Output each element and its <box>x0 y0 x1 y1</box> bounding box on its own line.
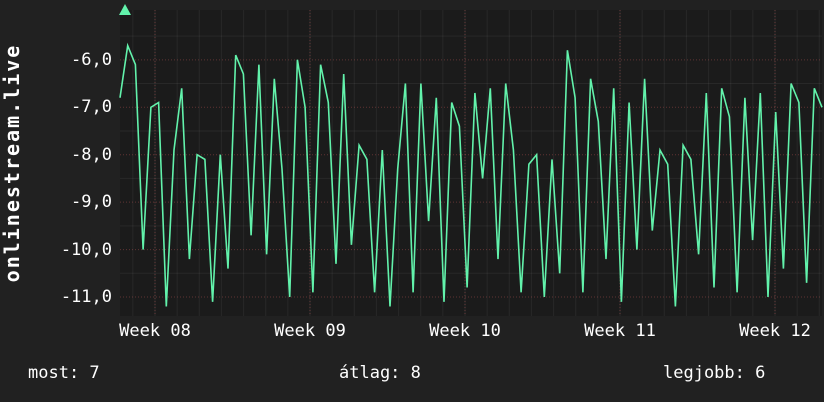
y-tick-label: -9,0 <box>71 192 112 213</box>
y-axis-labels: -6,0 -7,0 -8,0 -9,0 -10,0 -11,0 <box>24 0 112 402</box>
y-tick-label: -6,0 <box>71 49 112 70</box>
stat-most: most: 7 <box>28 363 100 383</box>
y-axis-arrow-icon <box>119 4 131 15</box>
y-tick-label: -7,0 <box>71 97 112 118</box>
y-tick-label: -11,0 <box>60 287 112 308</box>
x-tick-label: Week 08 <box>119 321 191 341</box>
stat-legjobb: legjobb: 6 <box>663 363 766 383</box>
y-tick-label: -8,0 <box>71 144 112 165</box>
stat-atlag: átlag: 8 <box>339 363 421 383</box>
x-tick-label: Week 10 <box>429 321 501 341</box>
plot-area <box>120 10 822 316</box>
x-tick-label: Week 09 <box>274 321 346 341</box>
x-tick-label: Week 12 <box>739 321 811 341</box>
y-tick-label: -10,0 <box>60 239 112 260</box>
data-line <box>119 42 823 307</box>
x-tick-label: Week 11 <box>584 321 656 341</box>
